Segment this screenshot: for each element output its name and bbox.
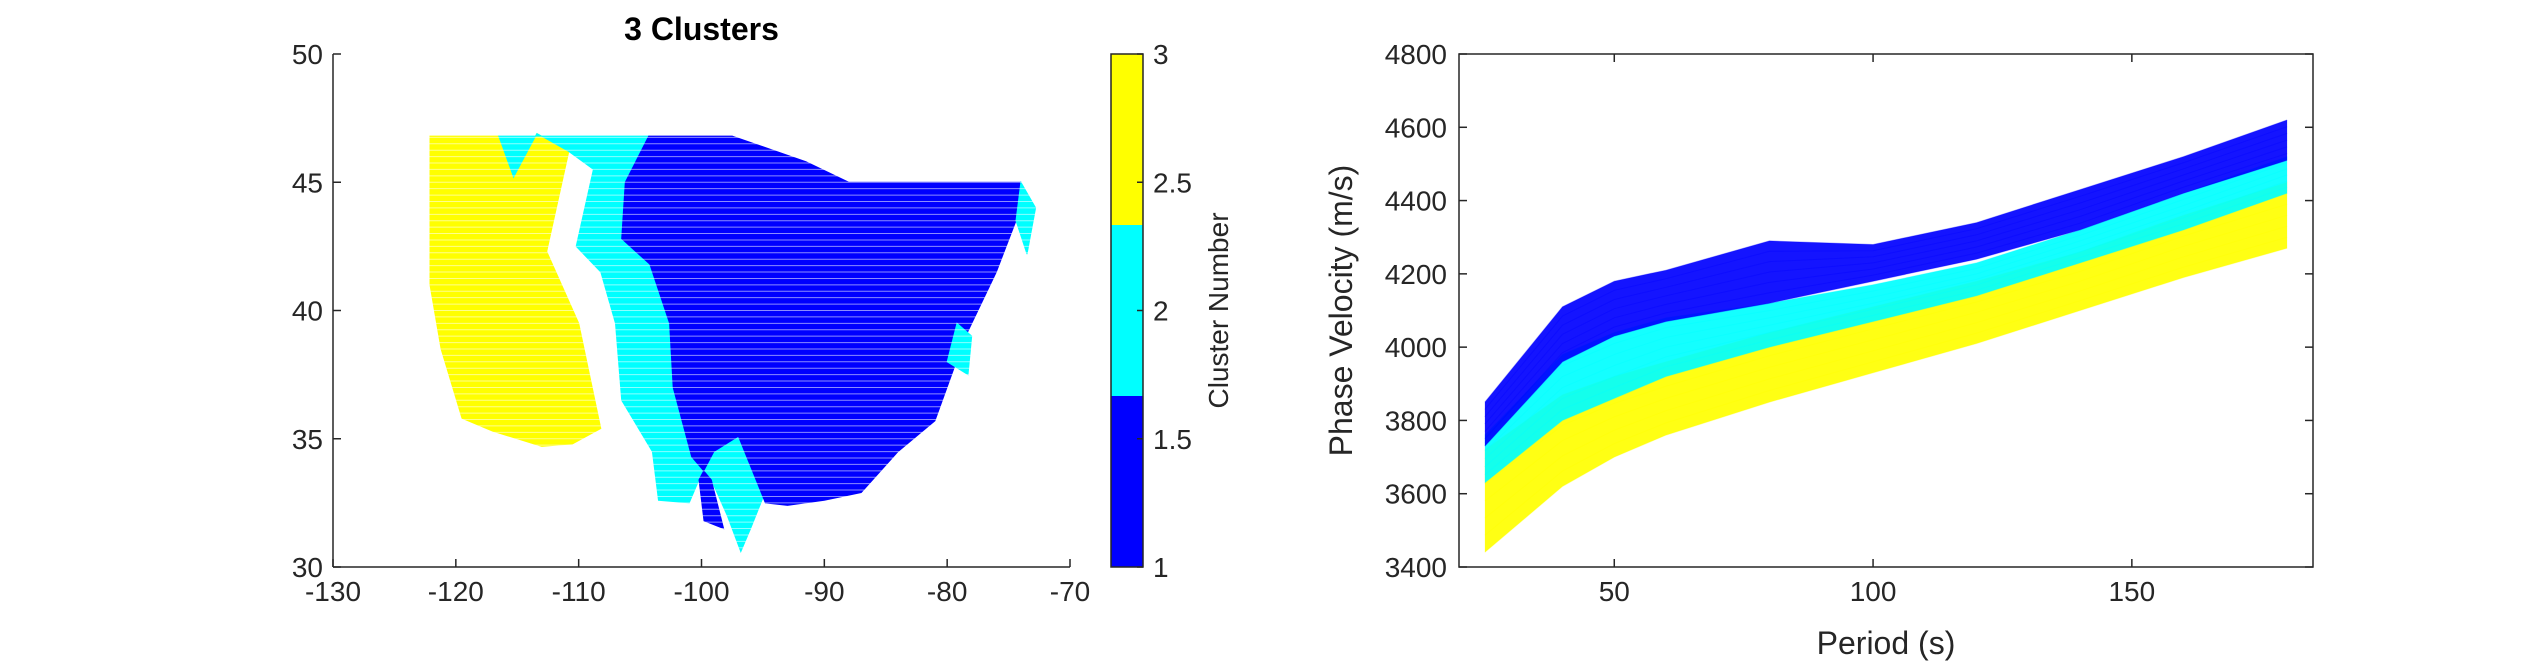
cluster-1-curve — [1484, 159, 2288, 447]
x-tick-label: -120 — [428, 576, 484, 607]
y-tick-label: 50 — [292, 39, 323, 70]
y-tick-label: 4600 — [1385, 112, 1447, 143]
colorbar-tick-label: 1 — [1153, 552, 1169, 583]
cluster-2-curve — [1484, 192, 2288, 484]
colorbar-tick-label: 1.5 — [1153, 424, 1192, 455]
colorbar: 1 1.5 2 2.5 3 Cluster Number — [1110, 39, 1234, 583]
dispersion-curve-axes: 50 100 150 3400 3600 3800 4000 4200 4400 4600 4800 — [1385, 39, 2314, 607]
cluster-map-title: 3 Clusters — [624, 11, 779, 47]
colorbar-segment-1 — [1111, 396, 1143, 567]
x-tick-label: -100 — [673, 576, 729, 607]
cluster-2-curve — [1484, 168, 2288, 452]
plot-frame — [1458, 53, 2314, 568]
cluster-1-curve — [1484, 132, 2288, 418]
cluster-1-curve-band — [1484, 120, 2288, 447]
y-tick-label: 3600 — [1385, 479, 1447, 510]
cluster-1-curve — [1484, 126, 2288, 410]
cluster-2-curve-band — [1484, 156, 2288, 483]
cluster-1-curve — [1484, 119, 2288, 403]
x-tick-label: -70 — [1050, 576, 1090, 607]
cluster-map-panel: -130 -120 -110 -100 -90 -80 -70 30 35 40 45 50 3 Cl… — [292, 11, 1090, 607]
x-tick-label: -90 — [804, 576, 844, 607]
cluster-3-curve-band — [1484, 182, 2288, 553]
cluster-3-curve — [1484, 225, 2288, 519]
station-row-gaps — [418, 136, 1046, 555]
cluster-1-curve — [1484, 153, 2288, 440]
y-tick-label: 45 — [292, 167, 323, 198]
x-tick-label: 50 — [1599, 576, 1630, 607]
y-tick-label: 3800 — [1385, 405, 1447, 436]
cluster-3-curve — [1484, 247, 2288, 553]
colorbar-tick-label: 2 — [1153, 296, 1169, 327]
y-tick-label: 40 — [292, 296, 323, 327]
x-tick-label: 150 — [2108, 576, 2155, 607]
y-tick-label: 35 — [292, 424, 323, 455]
cluster-1-curve — [1484, 146, 2288, 432]
colorbar-label: Cluster Number — [1203, 212, 1234, 408]
x-axis-label: Period (s) — [1817, 625, 1956, 661]
x-tick-label: -80 — [927, 576, 967, 607]
cluster-2-curve — [1484, 180, 2288, 468]
y-tick-label: 4000 — [1385, 332, 1447, 363]
cluster-2-curve — [1484, 186, 2288, 476]
cluster-2-curve — [1484, 174, 2288, 460]
cluster-3-curve — [1484, 203, 2288, 485]
y-tick-label: 4200 — [1385, 259, 1447, 290]
cluster-map-axes: -130 -120 -110 -100 -90 -80 -70 30 35 40 45 50 — [292, 39, 1090, 607]
cluster-3-region — [429, 132, 602, 447]
x-tick-label: 100 — [1850, 576, 1897, 607]
y-tick-label: 3400 — [1385, 552, 1447, 583]
dispersion-curve-panel: 50 100 150 3400 3600 3800 4000 4200 4400 4600 4800… — [1323, 39, 2314, 661]
x-tick-label: -110 — [552, 576, 606, 607]
y-axis-label: Phase Velocity (m/s) — [1323, 165, 1359, 457]
cluster-1-curve — [1484, 139, 2288, 425]
colorbar-tick-label: 2.5 — [1153, 167, 1192, 198]
y-tick-label: 4800 — [1385, 39, 1447, 70]
y-tick-label: 4400 — [1385, 186, 1447, 217]
cluster-3-curve — [1484, 236, 2288, 536]
colorbar-segment-3 — [1111, 54, 1143, 225]
y-tick-label: 30 — [292, 552, 323, 583]
cluster-3-curve — [1484, 214, 2288, 502]
colorbar-tick-label: 3 — [1153, 39, 1169, 70]
dispersion-curve-bands — [1484, 119, 2288, 553]
x-tick-label: -130 — [305, 576, 361, 607]
cluster-2-curve — [1484, 162, 2288, 444]
